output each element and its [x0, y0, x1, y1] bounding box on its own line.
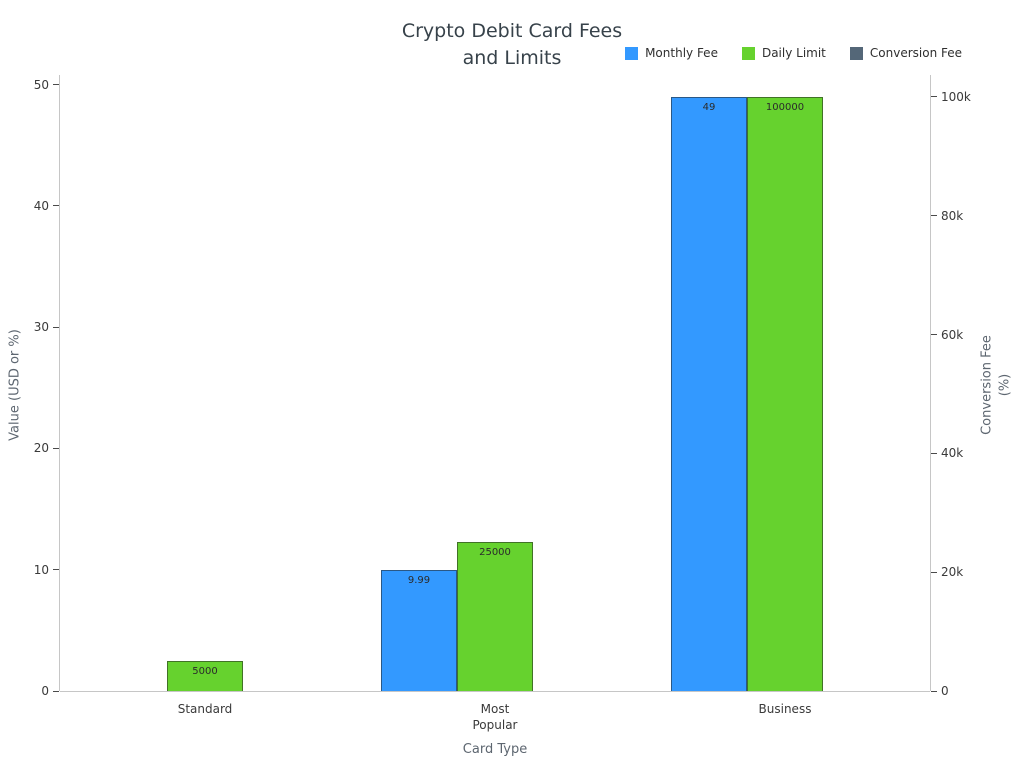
x-axis-title: Card Type	[462, 742, 528, 757]
right-axis-title: Conversion Fee (%)	[979, 335, 1012, 435]
right-axis-tick-label: 40k	[941, 446, 964, 461]
conversion-fee-swatch-icon	[849, 46, 863, 60]
right-axis-line	[930, 75, 931, 691]
y-axis-tick-label: 50	[33, 77, 49, 92]
right-axis-tick-label: 0	[941, 684, 949, 698]
right-axis-tick-label: 20k	[941, 565, 964, 580]
monthly-fee-bar-business	[671, 96, 747, 691]
y-axis-tick-label: 10	[33, 562, 49, 577]
right-axis-tick	[931, 690, 937, 692]
right-axis-tick-label: 100k	[941, 89, 971, 104]
x-axis-tick-label: Business	[758, 702, 812, 716]
y-axis-tick	[53, 690, 59, 692]
daily-limit-bar-most-popular	[457, 542, 533, 691]
y-axis-tick	[53, 205, 59, 207]
right-axis-tick	[931, 215, 937, 217]
y-axis-line	[59, 75, 60, 691]
daily-limit-bar-business	[747, 96, 823, 691]
monthly-fee-bar-most-popular	[381, 569, 457, 691]
left-axis-title: Value (USD or %)	[7, 329, 23, 441]
bar-value-label: 25000	[479, 547, 511, 559]
right-axis-tick	[931, 334, 937, 336]
y-axis-tick-label: 0	[41, 684, 49, 698]
right-axis-tick-label: 80k	[941, 208, 964, 223]
right-axis-tick	[931, 452, 937, 454]
bar-value-label: 49	[702, 101, 716, 113]
bar-value-label: 100000	[765, 101, 805, 113]
y-axis-tick	[53, 569, 59, 571]
bar-value-label: 5000	[192, 666, 218, 678]
legend-item-daily-limit: Daily Limit	[741, 46, 826, 60]
legend-item-monthly-fee: Monthly Fee	[625, 46, 718, 60]
legend-label: Conversion Fee	[869, 46, 962, 60]
y-axis-tick	[53, 326, 59, 328]
y-axis-tick	[53, 84, 59, 86]
daily-limit-bar-standard	[167, 661, 243, 691]
x-axis-tick-label: Standard	[177, 702, 233, 716]
y-axis-tick-label: 20	[33, 441, 49, 456]
y-axis-tick	[53, 447, 59, 449]
monthly-fee-swatch-icon	[625, 46, 639, 60]
legend-label: Monthly Fee	[645, 46, 718, 60]
legend-label: Daily Limit	[761, 46, 826, 60]
bar-value-label: 9.99	[407, 574, 431, 586]
daily-limit-swatch-icon	[741, 46, 755, 60]
y-axis-tick-label: 30	[33, 320, 49, 335]
legend: Monthly Fee Daily Limit Conversion Fee	[625, 46, 962, 60]
x-axis-tick-label: Most Popular	[472, 702, 518, 733]
right-axis-tick-label: 60k	[941, 327, 964, 342]
right-axis-tick	[931, 571, 937, 573]
y-axis-tick-label: 40	[33, 198, 49, 213]
chart-title: Crypto Debit Card Fees and Limits	[401, 20, 623, 69]
legend-item-conversion-fee: Conversion Fee	[849, 46, 962, 60]
right-axis-tick	[931, 96, 937, 98]
x-axis-line	[60, 691, 930, 692]
